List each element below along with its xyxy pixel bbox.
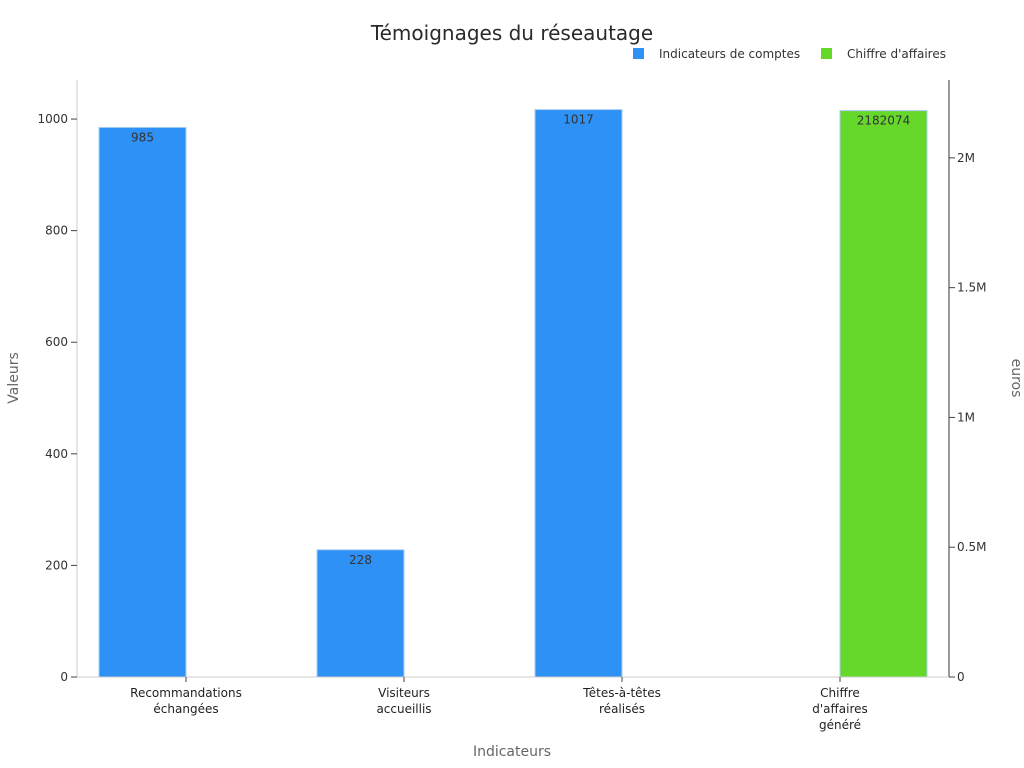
y2-tick-label-1: 0 (957, 670, 965, 684)
data-label-1-2: 228 (349, 553, 372, 567)
x-tick-label-3: Têtes-à-têtes réalisés (582, 686, 661, 716)
data-label-2-4: 2182074 (857, 114, 910, 128)
legend-swatch-1 (633, 48, 644, 59)
y2-tick-label-2: 0.5M (957, 540, 986, 554)
x-axis-title: Indicateurs (473, 744, 551, 760)
bars-group (98, 109, 928, 678)
bar-1-3 (534, 109, 623, 678)
y-tick-label-2: 200 (45, 558, 68, 572)
data-labels-group: 985 228 1017 2182074 (131, 113, 910, 567)
x-tick-label-2: Visiteurs accueillis (376, 686, 431, 716)
y-tick-label-5: 800 (45, 224, 68, 238)
y-tick-label-6: 1000 (37, 112, 68, 126)
legend-label-2: Chiffre d'affaires (847, 47, 946, 61)
y-axis-title: Valeurs (6, 352, 22, 404)
y-axis-left: 0 200 400 600 800 1000 (37, 80, 78, 684)
data-label-1-1: 985 (131, 130, 154, 144)
y2-axis-title: euros (1008, 359, 1024, 398)
y2-tick-label-3: 1M (957, 410, 975, 424)
data-label-1-3: 1017 (563, 113, 594, 127)
y-tick-label-3: 400 (45, 447, 68, 461)
bar-1-2 (316, 549, 405, 678)
chart-title: Témoignages du réseautage (370, 21, 653, 45)
bar-2-4 (839, 110, 928, 678)
legend-swatch-2 (821, 48, 832, 59)
x-tick-label-1: Recommandations échangées (130, 686, 242, 716)
x-tick-label-4: Chiffre d'affaires généré (812, 686, 868, 732)
y2-tick-label-4: 1.5M (957, 281, 986, 295)
y2-tick-label-5: 2M (957, 151, 975, 165)
y-tick-label-4: 600 (45, 335, 68, 349)
bar-1-1 (98, 126, 187, 678)
legend: Indicateurs de comptes Chiffre d'affaires (633, 47, 946, 61)
legend-label-1: Indicateurs de comptes (659, 47, 800, 61)
y-tick-label-1: 0 (60, 670, 68, 684)
y-axis-right: 0 0.5M 1M 1.5M 2M (948, 80, 986, 684)
x-axis: Recommandations échangées Visiteurs accueil… (77, 676, 949, 732)
